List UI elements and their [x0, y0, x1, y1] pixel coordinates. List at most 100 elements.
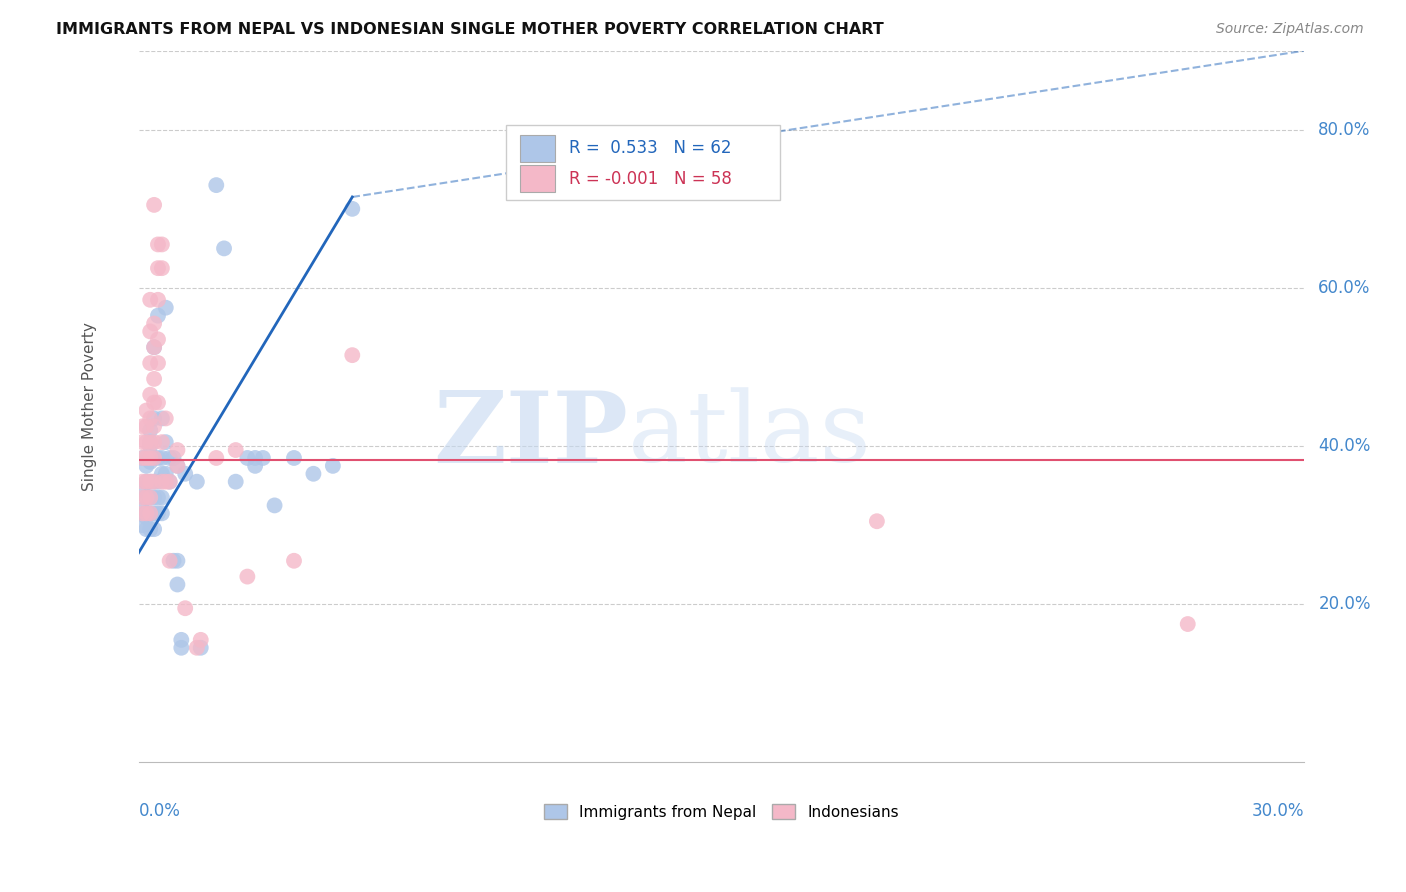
Point [170, 632, 193, 647]
Point [162, 554, 184, 568]
Text: R = -0.001   N = 58: R = -0.001 N = 58 [569, 169, 731, 188]
Point [302, 467, 325, 481]
FancyBboxPatch shape [520, 135, 555, 161]
Point [146, 450, 169, 465]
Point [131, 450, 153, 465]
Point [131, 450, 153, 465]
Point [139, 522, 162, 536]
Point [143, 419, 166, 434]
Point [135, 403, 157, 417]
Point [150, 450, 173, 465]
Point [166, 458, 188, 473]
Point [146, 261, 169, 276]
Point [236, 569, 259, 583]
Point [143, 522, 166, 536]
Point [139, 475, 162, 489]
Point [166, 577, 188, 591]
Point [150, 237, 173, 252]
Point [155, 435, 177, 450]
Point [150, 506, 173, 520]
Text: 60.0%: 60.0% [1319, 279, 1371, 297]
Point [155, 475, 177, 489]
Point [225, 475, 247, 489]
Point [252, 450, 274, 465]
Point [131, 502, 153, 516]
Point [174, 601, 197, 615]
Point [155, 467, 177, 481]
Point [322, 458, 344, 473]
Point [139, 475, 162, 489]
Point [143, 198, 166, 212]
Point [186, 640, 208, 655]
Point [146, 332, 169, 346]
Point [146, 506, 169, 520]
Point [205, 178, 228, 193]
Point [159, 554, 181, 568]
Point [146, 356, 169, 370]
Point [139, 491, 162, 505]
Point [150, 491, 173, 505]
Point [162, 450, 184, 465]
Point [150, 435, 173, 450]
Point [225, 443, 247, 458]
Point [139, 435, 162, 450]
Text: 80.0%: 80.0% [1319, 120, 1371, 139]
Point [143, 435, 166, 450]
Point [143, 340, 166, 354]
FancyBboxPatch shape [506, 126, 780, 200]
Point [166, 554, 188, 568]
Point [236, 450, 259, 465]
Point [866, 514, 889, 528]
Point [166, 458, 188, 473]
Point [139, 506, 162, 520]
Point [135, 506, 157, 520]
Point [135, 491, 157, 505]
Point [283, 554, 305, 568]
Point [1177, 617, 1199, 632]
Point [135, 450, 157, 465]
Point [263, 499, 285, 513]
Point [159, 475, 181, 489]
Point [155, 301, 177, 315]
Point [139, 356, 162, 370]
Point [143, 411, 166, 425]
Point [146, 395, 169, 409]
Point [159, 450, 181, 465]
Point [139, 423, 162, 437]
Point [342, 348, 364, 362]
Point [143, 475, 166, 489]
Point [135, 510, 157, 524]
Point [139, 435, 162, 450]
Point [150, 475, 173, 489]
Text: 30.0%: 30.0% [1251, 802, 1305, 820]
Point [131, 506, 153, 520]
Point [139, 506, 162, 520]
Point [135, 506, 157, 520]
Point [131, 483, 153, 497]
Point [143, 475, 166, 489]
Point [150, 411, 173, 425]
Point [150, 467, 173, 481]
Point [135, 475, 157, 489]
Point [159, 475, 181, 489]
Point [139, 293, 162, 307]
Point [139, 411, 162, 425]
Point [139, 387, 162, 401]
Point [135, 435, 157, 450]
Point [150, 261, 173, 276]
Point [135, 522, 157, 536]
Point [146, 237, 169, 252]
Point [131, 475, 153, 489]
Point [146, 309, 169, 323]
Point [170, 640, 193, 655]
Point [283, 450, 305, 465]
Point [143, 317, 166, 331]
Text: IMMIGRANTS FROM NEPAL VS INDONESIAN SINGLE MOTHER POVERTY CORRELATION CHART: IMMIGRANTS FROM NEPAL VS INDONESIAN SING… [56, 22, 884, 37]
Point [174, 467, 197, 481]
Point [131, 518, 153, 533]
Point [143, 340, 166, 354]
Point [139, 455, 162, 469]
Text: atlas: atlas [628, 387, 870, 483]
Point [190, 640, 212, 655]
Point [243, 458, 266, 473]
